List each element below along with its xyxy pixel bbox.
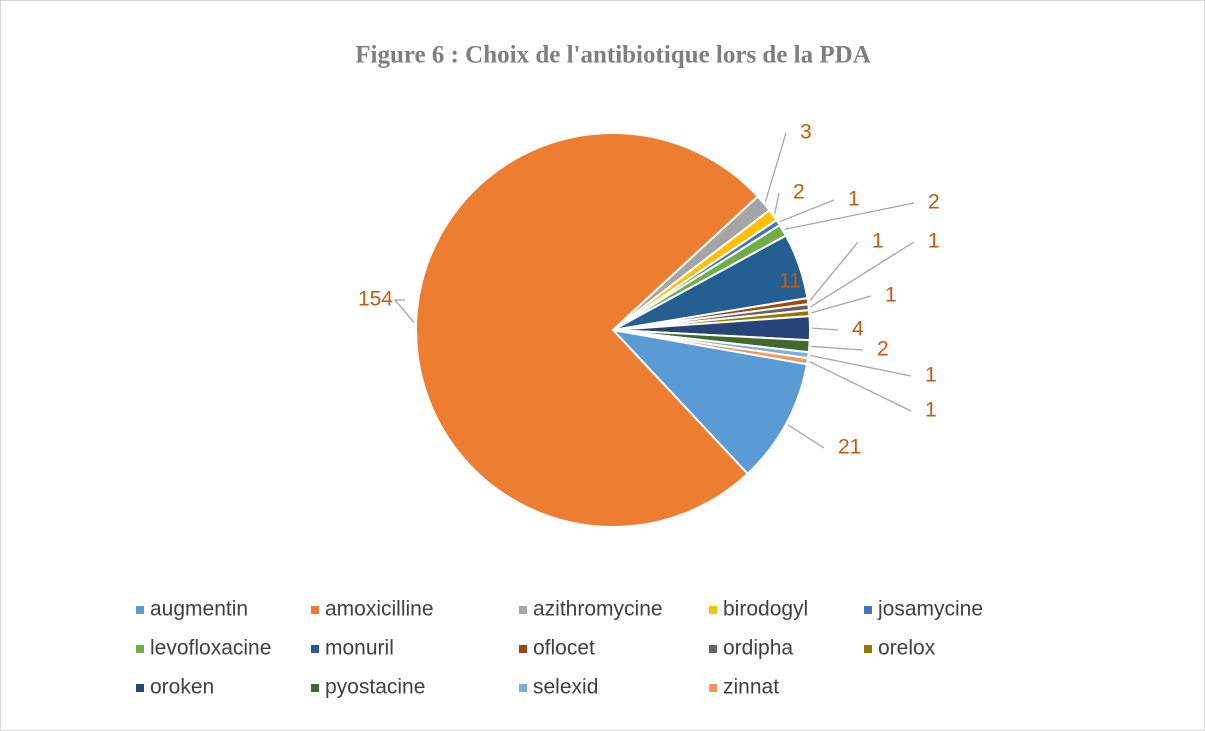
legend-label: orelox <box>878 637 936 660</box>
data-label: 1 <box>885 284 897 307</box>
legend-label: amoxicilline <box>325 598 434 621</box>
leader-line <box>779 199 835 223</box>
legend-marker <box>709 606 717 614</box>
legend-label: azithromycine <box>533 598 663 621</box>
legend-marker <box>311 684 319 692</box>
legend-marker <box>519 606 527 614</box>
leader-line <box>764 132 787 203</box>
data-label: 1 <box>848 188 860 211</box>
leader-line <box>787 424 825 449</box>
legend-label: zinnat <box>723 676 779 699</box>
legend-marker <box>311 606 319 614</box>
legend-label: levofloxacine <box>150 637 271 660</box>
leader-line <box>784 202 915 230</box>
pie-slice <box>415 132 760 528</box>
data-label: 1 <box>872 230 884 253</box>
data-label: 21 <box>838 436 861 459</box>
data-label: 154 <box>358 288 393 311</box>
legend-marker <box>709 684 717 692</box>
chart-title: Figure 6 : Choix de l'antibiotique lors … <box>355 42 871 69</box>
data-label: 4 <box>852 318 864 341</box>
legend-marker <box>864 645 872 653</box>
legend-label: oroken <box>150 676 214 699</box>
leader-line <box>810 354 912 377</box>
data-label: 1 <box>925 364 937 387</box>
leader-line <box>809 241 859 302</box>
data-label: 2 <box>793 181 805 204</box>
data-label: 2 <box>928 191 940 214</box>
pie-slice <box>612 329 810 366</box>
legend-label: ordipha <box>723 637 793 660</box>
legend-marker <box>311 645 319 653</box>
legend-label: selexid <box>533 676 598 699</box>
legend-marker <box>709 645 717 653</box>
leader-line <box>811 345 864 351</box>
leader-line <box>811 327 839 331</box>
legend-marker <box>519 684 527 692</box>
leader-line <box>393 299 415 324</box>
leader-line <box>810 241 915 308</box>
data-label: 3 <box>800 121 812 144</box>
pie-slice <box>610 328 809 476</box>
legend-label: josamycine <box>877 598 983 621</box>
legend-marker <box>864 606 872 614</box>
leader-line <box>774 192 780 215</box>
leader-line <box>809 360 912 412</box>
legend-label: pyostacine <box>325 676 425 699</box>
legend-marker <box>519 645 527 653</box>
data-label: 1 <box>928 230 940 253</box>
leader-line <box>811 295 872 314</box>
data-label: 2 <box>877 338 889 361</box>
legend-marker <box>136 645 144 653</box>
legend-label: birodogyl <box>723 598 808 621</box>
legend-marker <box>136 606 144 614</box>
legend-label: augmentin <box>150 598 248 621</box>
data-label: 1 <box>925 399 937 422</box>
data-label: 11 <box>779 270 801 293</box>
legend-label: monuril <box>325 637 394 660</box>
legend-label: oflocet <box>533 637 595 660</box>
legend-marker <box>136 684 144 692</box>
